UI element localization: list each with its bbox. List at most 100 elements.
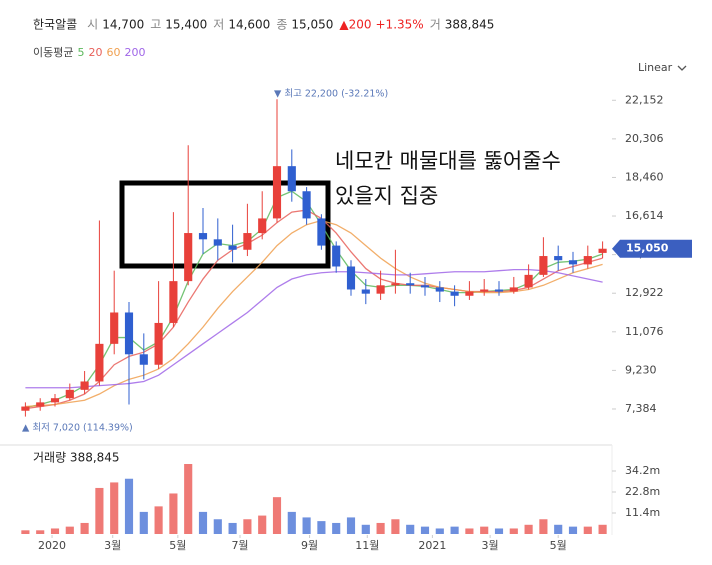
scale-dropdown[interactable]: Linear (638, 61, 687, 74)
candle-body (272, 166, 282, 219)
candle-body (243, 233, 252, 250)
volume-bar (494, 528, 504, 534)
moving-average (25, 209, 603, 410)
y-tick-label: 34.2m (625, 464, 660, 477)
volume-bar (139, 511, 148, 534)
y-tick-label: 12,922 (625, 286, 664, 299)
volume-bar (435, 528, 444, 534)
volume-bar (450, 526, 459, 534)
volume-bar (391, 519, 400, 534)
moving-average (25, 268, 603, 389)
candle-body (391, 283, 400, 286)
candle-body (65, 389, 74, 399)
candle-body (124, 312, 134, 355)
field-label: 고 (150, 18, 161, 32)
candle-body (21, 406, 30, 411)
change-pct: +1.35% (376, 18, 424, 32)
candle-body (95, 343, 104, 382)
field-value: 14,700 (102, 18, 144, 32)
max-annotation: ▼ 최고 22,200 (-32.21%) (274, 89, 388, 100)
candle-body (228, 245, 237, 250)
candle-body (406, 283, 415, 286)
legend-entry: 20 (88, 46, 102, 59)
x-tick-label: 11월 (355, 539, 379, 552)
x-tick-label: 2020 (38, 539, 66, 552)
legend-title: 이동평균 (33, 46, 73, 59)
header: 한국알콜 시 14,700 고 15,400 저 14,600 종 15,050 ▲200 +1.3… (33, 18, 494, 32)
volume-bar (346, 517, 356, 534)
y-tick-label: 20,306 (625, 132, 664, 145)
candle-body (568, 260, 578, 265)
x-tick-label: 5월 (550, 539, 567, 552)
x-tick-label: 9월 (301, 539, 318, 552)
x-tick-label: 3월 (482, 539, 499, 552)
volume-bar (124, 478, 134, 534)
candle-body (450, 291, 459, 296)
candle-body (154, 322, 163, 365)
candle-body (420, 285, 430, 288)
candle-body (302, 191, 311, 219)
volume-bar (583, 526, 592, 534)
volume-bar (480, 526, 489, 534)
volume-bar (287, 511, 296, 534)
candle-body (317, 218, 326, 246)
y-tick-label: 18,460 (625, 170, 664, 183)
volume-bar (154, 506, 163, 534)
y-tick-label: 16,614 (625, 209, 664, 222)
volume-bar (361, 524, 370, 534)
field-label: 종 (276, 18, 287, 32)
field-value: 15,400 (165, 18, 207, 32)
candle-body (198, 233, 208, 240)
volume-bar (332, 522, 341, 534)
volume-bar (524, 524, 533, 534)
field-value: 14,600 (228, 18, 270, 32)
candle-body (509, 287, 518, 292)
candle-body (598, 248, 607, 253)
volume-bar (243, 519, 252, 534)
volume-bar (21, 530, 30, 534)
volume-bar (184, 464, 193, 534)
candle-body (50, 398, 60, 403)
change: ▲200 (339, 18, 371, 32)
stock-name: 한국알콜 (33, 18, 77, 32)
legend: 이동평균 5 20 60 200 (33, 46, 145, 59)
volume-bar (317, 521, 326, 534)
chevron[interactable] (677, 65, 687, 71)
scale-label[interactable]: Linear (638, 61, 673, 74)
volume-value: 388,845 (445, 18, 495, 32)
candle-body (376, 285, 385, 294)
legend-entry: 200 (124, 46, 145, 59)
volume-title: 거래량 388,845 (33, 451, 120, 465)
candle-body (36, 402, 45, 407)
field-label: 시 (87, 18, 98, 32)
volume-bar (258, 515, 267, 534)
volume-bar (406, 524, 415, 534)
volume-bar (95, 487, 104, 534)
candle-body (583, 256, 592, 265)
volume-bar (568, 526, 578, 534)
volume-bar (302, 517, 311, 534)
volume-bar (272, 497, 282, 534)
volume-bar (598, 524, 607, 534)
volume-bar (50, 528, 60, 534)
volume-bar (80, 522, 89, 534)
y-tick-label: 22.8m (625, 485, 660, 498)
candle-body (287, 166, 296, 192)
x-tick-label: 2021 (418, 539, 446, 552)
volume-bar (169, 493, 178, 534)
volume-bar (228, 522, 237, 534)
note-line: 있을지 집중 (335, 184, 438, 208)
volume-bar (198, 511, 208, 534)
volume-label: 거 (430, 18, 441, 32)
candle-body (80, 381, 89, 390)
volume-bar (213, 519, 222, 534)
legend-entry: 60 (106, 46, 120, 59)
volume-bar (110, 482, 119, 534)
field-value: 15,050 (291, 18, 333, 32)
volume-bar (65, 526, 74, 534)
moving-average (25, 190, 603, 409)
volume-bar (539, 519, 548, 534)
x-tick-label: 5월 (169, 539, 186, 552)
y-tick-label: 11,076 (625, 325, 664, 338)
